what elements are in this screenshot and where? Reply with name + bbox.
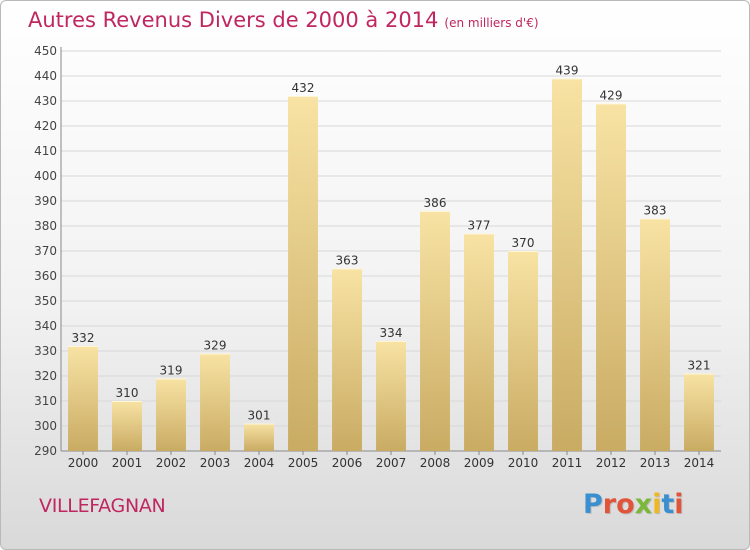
x-tick-label: 2009 bbox=[464, 456, 495, 470]
location-label: VILLEFAGNAN bbox=[39, 495, 166, 517]
logo-letter: x bbox=[634, 489, 653, 520]
x-tick-label: 2013 bbox=[640, 456, 671, 470]
chart-subtitle: (en milliers d'€) bbox=[444, 16, 539, 30]
data-label: 363 bbox=[336, 254, 359, 268]
bar-2008 bbox=[420, 211, 450, 451]
data-label: 370 bbox=[512, 236, 535, 250]
x-tick-label: 2008 bbox=[420, 456, 451, 470]
y-tick-label: 290 bbox=[34, 444, 57, 458]
x-tick-label: 2012 bbox=[596, 456, 627, 470]
x-tick-label: 2007 bbox=[376, 456, 407, 470]
logo-letter: o bbox=[616, 489, 635, 520]
y-tick-label: 400 bbox=[34, 169, 57, 183]
x-tick-label: 2002 bbox=[156, 456, 187, 470]
bar-2012 bbox=[596, 103, 626, 451]
y-tick-label: 340 bbox=[34, 319, 57, 333]
bar-2000 bbox=[68, 346, 98, 451]
y-tick-label: 390 bbox=[34, 194, 57, 208]
bar-2004 bbox=[244, 423, 274, 451]
bar-2007 bbox=[376, 341, 406, 451]
data-label: 310 bbox=[116, 386, 139, 400]
logo-letter: i bbox=[674, 489, 684, 520]
x-tick-label: 2005 bbox=[288, 456, 319, 470]
x-tick-label: 2006 bbox=[332, 456, 363, 470]
data-label: 334 bbox=[380, 326, 403, 340]
y-tick-label: 430 bbox=[34, 94, 57, 108]
bar-2014 bbox=[684, 373, 714, 451]
y-tick-label: 410 bbox=[34, 144, 57, 158]
y-tick-label: 320 bbox=[34, 369, 57, 383]
y-tick-label: 310 bbox=[34, 394, 57, 408]
x-tick-label: 2011 bbox=[552, 456, 583, 470]
logo-letter: r bbox=[602, 489, 617, 520]
x-tick-label: 2014 bbox=[684, 456, 715, 470]
y-tick-label: 420 bbox=[34, 119, 57, 133]
bar-2006 bbox=[332, 268, 362, 451]
x-tick-label: 2010 bbox=[508, 456, 539, 470]
y-tick-label: 450 bbox=[34, 44, 57, 58]
data-label: 439 bbox=[556, 64, 579, 78]
bar-2009 bbox=[464, 233, 494, 451]
y-tick-label: 350 bbox=[34, 294, 57, 308]
data-label: 332 bbox=[72, 331, 95, 345]
bar-2001 bbox=[112, 401, 142, 451]
x-tick-label: 2001 bbox=[112, 456, 143, 470]
x-tick-label: 2004 bbox=[244, 456, 275, 470]
bar-2010 bbox=[508, 251, 538, 451]
y-tick-label: 380 bbox=[34, 219, 57, 233]
y-tick-label: 330 bbox=[34, 344, 57, 358]
y-tick-label: 300 bbox=[34, 419, 57, 433]
logo-letter: i bbox=[652, 489, 662, 520]
data-label: 432 bbox=[292, 81, 315, 95]
data-label: 386 bbox=[424, 196, 447, 210]
bar-2003 bbox=[200, 353, 230, 451]
data-label: 377 bbox=[468, 219, 491, 233]
y-tick-label: 440 bbox=[34, 69, 57, 83]
data-label: 321 bbox=[688, 359, 711, 373]
x-tick-label: 2003 bbox=[200, 456, 231, 470]
y-tick-label: 370 bbox=[34, 244, 57, 258]
data-label: 329 bbox=[204, 339, 227, 353]
data-label: 383 bbox=[644, 204, 667, 218]
chart-title: Autres Revenus Divers de 2000 à 2014 (en … bbox=[28, 8, 539, 32]
data-label: 301 bbox=[248, 409, 271, 423]
proxiti-logo: Proxiti bbox=[583, 489, 684, 520]
bar-2002 bbox=[156, 378, 186, 451]
logo-letter: P bbox=[583, 489, 603, 520]
bar-2005 bbox=[288, 96, 318, 451]
logo-letter: t bbox=[661, 489, 675, 520]
data-label: 429 bbox=[600, 89, 623, 103]
bar-2011 bbox=[552, 78, 582, 451]
y-tick-label: 360 bbox=[34, 269, 57, 283]
data-label: 319 bbox=[160, 364, 183, 378]
chart-title-text: Autres Revenus Divers de 2000 à 2014 bbox=[28, 8, 439, 32]
bar-2013 bbox=[640, 218, 670, 451]
x-tick-label: 2000 bbox=[68, 456, 99, 470]
